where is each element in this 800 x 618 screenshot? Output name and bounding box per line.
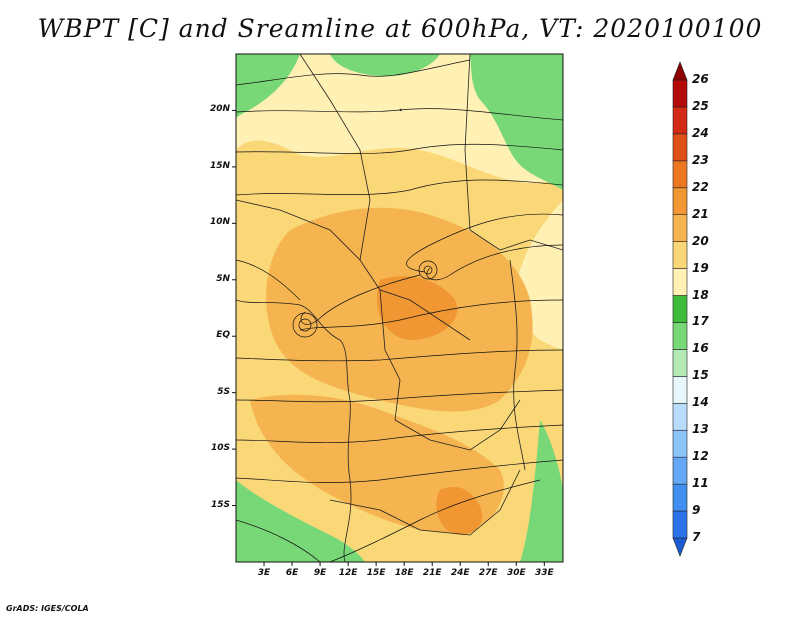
wbpt-zone-17-n bbox=[330, 54, 440, 77]
streamline bbox=[329, 479, 541, 562]
streamline bbox=[236, 179, 563, 196]
colorbar-label: 21 bbox=[692, 206, 709, 221]
lat-label: 15N bbox=[209, 160, 230, 171]
colorbar-label: 18 bbox=[692, 287, 709, 302]
colorbar-segment bbox=[672, 402, 688, 431]
lon-label: 21E bbox=[422, 568, 442, 578]
streamline bbox=[236, 459, 563, 483]
colorbar-segment bbox=[672, 61, 688, 81]
colorbar-segment bbox=[672, 537, 688, 557]
colorbar-segment bbox=[672, 106, 688, 135]
rift-lakes bbox=[509, 259, 526, 471]
lon-label: 30E bbox=[506, 568, 526, 578]
colorbar-segment bbox=[672, 456, 688, 485]
colorbar-segment bbox=[672, 510, 688, 539]
lon-label: 9E bbox=[313, 568, 327, 578]
lon-label: 12E bbox=[338, 568, 358, 578]
colorbar-segment bbox=[672, 133, 688, 162]
wbpt-zone-17-se bbox=[520, 420, 563, 562]
colorbar-segment bbox=[672, 268, 688, 296]
border-east bbox=[464, 54, 563, 251]
wbpt-zone-17-nw bbox=[236, 54, 300, 118]
map-frame bbox=[235, 53, 564, 563]
streamline bbox=[236, 389, 563, 403]
lon-label: 3E bbox=[257, 568, 271, 578]
credit-text: GrADS: IGES/COLA bbox=[6, 604, 89, 613]
border-south-central bbox=[379, 289, 521, 451]
lon-label: 18E bbox=[394, 568, 414, 578]
colorbar-label: 24 bbox=[692, 125, 709, 140]
colorbar-label: 17 bbox=[692, 314, 709, 329]
lat-label: 5N bbox=[216, 273, 230, 284]
colorbar-segment bbox=[672, 241, 688, 269]
border-south bbox=[329, 469, 521, 536]
chart-title: WBPT [C] and Sreamline at 600hPa, VT: 20… bbox=[37, 14, 763, 43]
streamline bbox=[299, 299, 563, 331]
coastline-west bbox=[236, 299, 352, 562]
colorbar-segment bbox=[672, 349, 688, 377]
colorbar-label: 11 bbox=[692, 476, 709, 491]
lat-label: 15S bbox=[210, 499, 230, 510]
colorbar-label: 7 bbox=[692, 530, 701, 544]
lon-label: 27E bbox=[478, 568, 498, 578]
colorbar-label: 12 bbox=[692, 449, 709, 464]
wbpt-field bbox=[236, 54, 563, 562]
streamline bbox=[236, 424, 563, 444]
colorbar-segment bbox=[672, 187, 688, 216]
colorbar-label: 22 bbox=[692, 179, 709, 194]
colorbar-label: 15 bbox=[692, 368, 709, 383]
colorbar-segment bbox=[672, 483, 688, 512]
streamline bbox=[236, 519, 321, 562]
colorbar-segment bbox=[672, 322, 688, 350]
colorbar-segment bbox=[672, 376, 688, 404]
vortex-central-outer bbox=[418, 260, 438, 280]
streamline bbox=[406, 213, 563, 273]
lon-label: 6E bbox=[285, 568, 299, 578]
streamline bbox=[236, 108, 563, 121]
wbpt-zone-17-ne bbox=[470, 54, 563, 190]
colorbar-label: 20 bbox=[692, 233, 709, 248]
colorbar-label: 14 bbox=[692, 395, 709, 410]
axis-ticks bbox=[232, 109, 545, 566]
colorbar-segment bbox=[672, 79, 688, 108]
colorbar-label: 13 bbox=[692, 422, 709, 437]
vortex-west bbox=[298, 318, 312, 332]
vortex-central bbox=[423, 265, 433, 275]
colorbar-segment bbox=[672, 214, 688, 242]
streamline bbox=[236, 143, 563, 154]
streamline bbox=[236, 59, 471, 86]
colorbar-label: 26 bbox=[692, 72, 709, 86]
wbpt-zone-22-south bbox=[436, 486, 483, 535]
colorbar-label: 19 bbox=[692, 260, 709, 275]
streamlines bbox=[236, 59, 563, 562]
colorbar-label: 23 bbox=[692, 152, 709, 167]
lat-label: 20N bbox=[209, 104, 230, 115]
lat-label: 10N bbox=[209, 217, 230, 228]
lat-label: 10S bbox=[210, 443, 230, 454]
wbpt-zone-17-sw bbox=[236, 480, 365, 562]
colorbar bbox=[672, 61, 688, 557]
colorbar-segment bbox=[672, 295, 688, 323]
streamline bbox=[426, 244, 563, 281]
border-west bbox=[236, 199, 361, 261]
colorbar-label: 25 bbox=[692, 98, 709, 113]
lat-label: EQ bbox=[216, 330, 230, 341]
lon-label: 15E bbox=[366, 568, 386, 578]
lat-label: 5S bbox=[217, 386, 230, 397]
colorbar-segment bbox=[672, 429, 688, 458]
wbpt-zone-22 bbox=[376, 276, 458, 340]
lon-label: 24E bbox=[450, 568, 470, 578]
streamline bbox=[236, 259, 301, 301]
colorbar-label: 9 bbox=[692, 503, 701, 518]
lon-label: 33E bbox=[534, 568, 554, 578]
vortex-west-outer bbox=[292, 312, 318, 338]
colorbar-segment bbox=[672, 160, 688, 189]
colorbar-label: 16 bbox=[692, 341, 709, 356]
streamline bbox=[236, 349, 563, 362]
